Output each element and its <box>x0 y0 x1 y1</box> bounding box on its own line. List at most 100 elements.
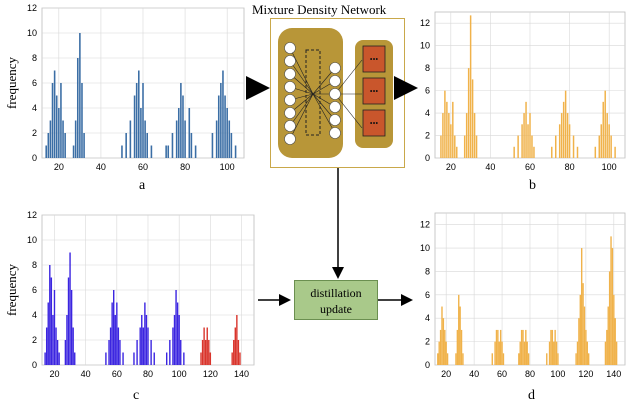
bar <box>121 145 123 158</box>
y-tick-label: 4 <box>32 103 37 113</box>
bar <box>188 108 191 158</box>
bar <box>49 120 52 158</box>
bar <box>450 124 452 158</box>
x-tick-label: 40 <box>81 369 91 379</box>
bar <box>456 146 458 158</box>
bar <box>203 327 205 365</box>
bar <box>136 340 138 365</box>
bar <box>583 306 586 365</box>
bar <box>180 340 182 365</box>
y-tick-label: 10 <box>420 243 430 253</box>
bar <box>518 353 520 365</box>
bar <box>454 135 456 158</box>
bar <box>183 352 185 365</box>
bar <box>150 145 153 158</box>
mixture-dots-2: ••• <box>370 87 379 96</box>
bar <box>495 329 498 365</box>
mdn-title: Mixture Density Network <box>252 2 387 17</box>
bar <box>169 340 171 365</box>
x-tick-label: 100 <box>550 369 565 379</box>
x-tick-label: 100 <box>602 162 617 172</box>
bar <box>109 327 112 365</box>
hidden-layer-box <box>305 49 321 136</box>
bar <box>114 315 116 365</box>
bar <box>533 146 535 158</box>
bar <box>47 302 49 365</box>
bar <box>604 341 607 365</box>
distillation-update-box: distillation update <box>294 280 378 320</box>
bar <box>217 95 220 158</box>
bar <box>497 329 499 365</box>
x-tick-label: 60 <box>112 369 122 379</box>
bar <box>133 95 136 158</box>
bar <box>445 341 447 365</box>
bar <box>576 146 579 158</box>
bar <box>498 341 500 365</box>
bar <box>615 341 618 365</box>
bar <box>142 83 144 158</box>
bar <box>448 113 450 158</box>
bar <box>600 124 602 158</box>
y-tick-label: 2 <box>425 131 430 141</box>
bar <box>513 146 515 158</box>
x-tick-label: 40 <box>469 369 479 379</box>
x-tick-label: 80 <box>143 369 153 379</box>
x-tick-label: 120 <box>203 369 218 379</box>
bar <box>236 315 238 365</box>
bar <box>444 90 446 158</box>
bar <box>613 294 615 365</box>
bar <box>175 120 178 158</box>
bar <box>437 353 439 365</box>
output-node <box>329 114 341 126</box>
bar <box>201 340 204 365</box>
panel-label-c: c <box>133 388 140 403</box>
bar <box>546 353 548 365</box>
bar <box>550 329 552 365</box>
bar <box>602 101 604 158</box>
bar <box>172 327 174 365</box>
bar <box>145 315 148 365</box>
bar <box>150 340 152 365</box>
bar <box>557 353 559 365</box>
bar <box>184 120 186 158</box>
output-node <box>329 75 341 87</box>
bar <box>200 352 202 365</box>
bar <box>455 353 457 365</box>
bar <box>142 327 145 365</box>
bar <box>111 302 113 365</box>
bar <box>462 353 464 365</box>
histogram-a: 0 2 4 6 8 10 12 20 40 60 80 100 frequency <box>4 3 245 172</box>
bar <box>527 353 530 365</box>
y-tick-label: 10 <box>27 28 37 38</box>
bar <box>459 306 461 365</box>
bar <box>502 353 505 365</box>
y-tick-label: 0 <box>32 360 37 370</box>
bar <box>119 340 121 365</box>
bar <box>519 341 521 365</box>
bar <box>522 329 524 365</box>
mdn-diagram: ••• ••• ••• <box>270 18 405 168</box>
bar <box>587 353 590 365</box>
bar <box>582 283 584 365</box>
bar <box>171 133 174 158</box>
y-tick-label: 10 <box>27 235 37 245</box>
histogram-d: 0 2 4 6 8 10 12 20 40 60 80 100 120 140 <box>420 212 626 379</box>
bar <box>442 113 444 158</box>
bar <box>64 340 67 365</box>
bar <box>194 145 197 158</box>
y-tick-label: 0 <box>425 153 430 163</box>
bar <box>224 95 226 158</box>
bar <box>180 83 182 158</box>
x-tick-label: 20 <box>446 162 456 172</box>
bar <box>58 108 60 158</box>
y-axis-label: frequency <box>4 57 19 109</box>
y-tick-label: 12 <box>27 3 37 13</box>
histogram-c: 0 2 4 6 8 10 12 20 40 60 80 100 120 140 frequency <box>4 210 255 379</box>
bar <box>614 318 616 365</box>
x-tick-label: 80 <box>565 162 575 172</box>
bar <box>69 252 71 365</box>
bar <box>231 352 233 365</box>
bar <box>58 352 60 365</box>
bar <box>204 340 207 365</box>
x-tick-label: 20 <box>49 369 59 379</box>
